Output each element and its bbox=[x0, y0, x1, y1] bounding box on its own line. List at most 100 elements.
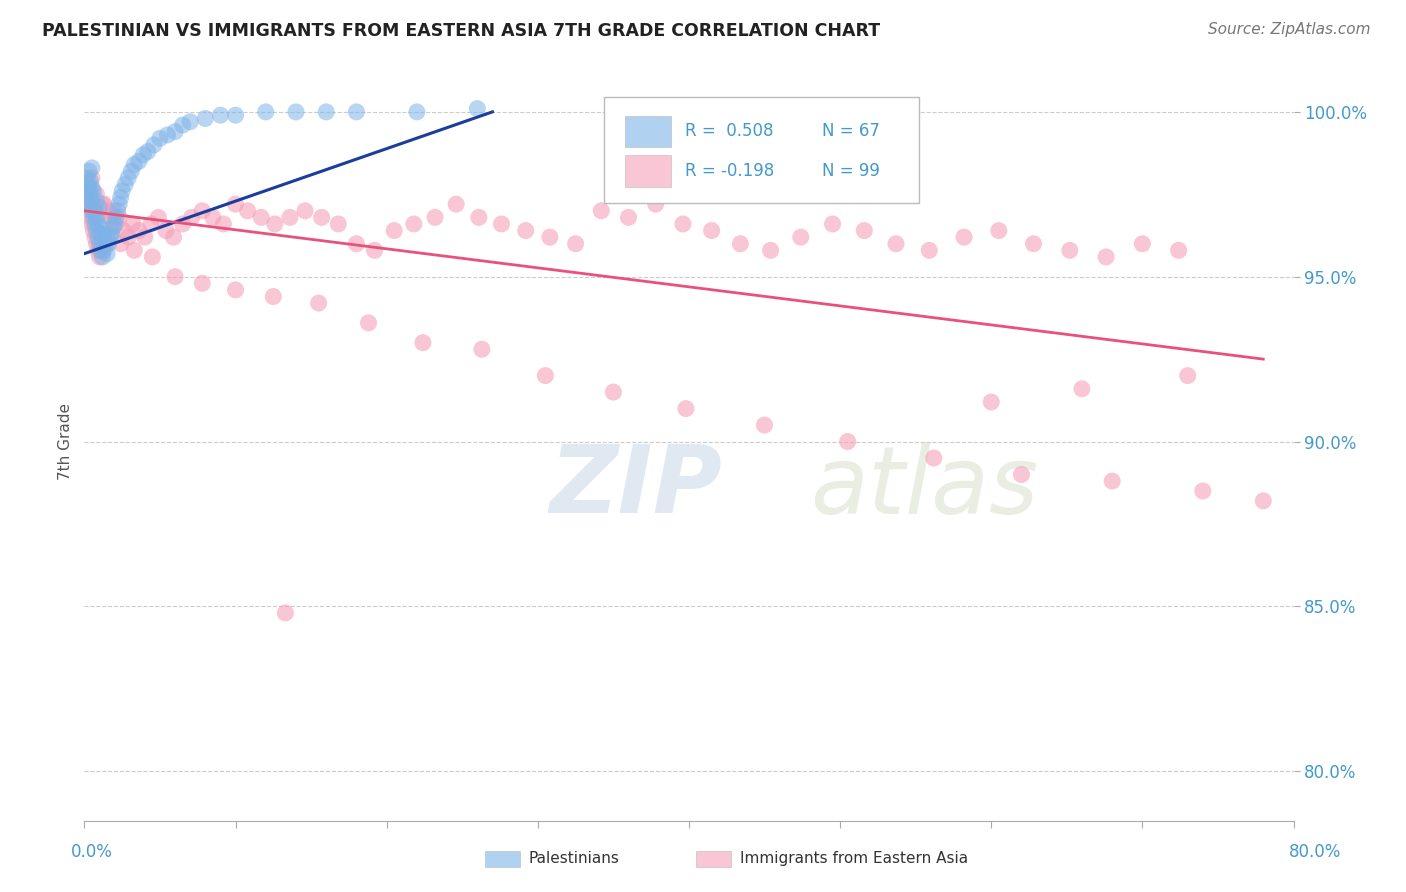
Point bbox=[86, 187, 108, 202]
Point bbox=[132, 147, 155, 161]
Point bbox=[179, 115, 201, 129]
Point bbox=[1095, 250, 1118, 264]
Point bbox=[155, 223, 177, 237]
Point bbox=[98, 211, 121, 225]
Point bbox=[82, 184, 104, 198]
Point bbox=[412, 335, 434, 350]
Point bbox=[84, 203, 107, 218]
Point bbox=[254, 104, 277, 119]
Point bbox=[108, 211, 131, 225]
Point bbox=[82, 211, 104, 225]
Point bbox=[467, 102, 489, 116]
Point bbox=[471, 343, 494, 357]
Text: atlas: atlas bbox=[810, 442, 1038, 533]
Point bbox=[837, 434, 859, 449]
Point bbox=[225, 197, 247, 211]
Point bbox=[90, 227, 112, 241]
Text: R = -0.198: R = -0.198 bbox=[685, 161, 775, 180]
Point bbox=[117, 170, 139, 185]
Point bbox=[191, 203, 214, 218]
Point bbox=[86, 194, 108, 208]
Point bbox=[1011, 467, 1033, 482]
Point bbox=[346, 104, 368, 119]
Point bbox=[86, 236, 108, 251]
Point bbox=[1167, 244, 1189, 258]
Point bbox=[591, 203, 613, 218]
Point bbox=[225, 283, 247, 297]
Point bbox=[172, 217, 194, 231]
Point bbox=[987, 223, 1010, 237]
Point bbox=[148, 211, 170, 225]
Point bbox=[754, 418, 776, 433]
Point bbox=[91, 234, 114, 248]
Point bbox=[250, 211, 273, 225]
Point bbox=[82, 201, 104, 215]
Point bbox=[89, 220, 111, 235]
Point bbox=[515, 223, 537, 237]
Point bbox=[114, 178, 136, 192]
Point bbox=[90, 244, 112, 258]
Point bbox=[79, 187, 101, 202]
Text: PALESTINIAN VS IMMIGRANTS FROM EASTERN ASIA 7TH GRADE CORRELATION CHART: PALESTINIAN VS IMMIGRANTS FROM EASTERN A… bbox=[42, 22, 880, 40]
Point bbox=[79, 211, 101, 225]
Point bbox=[108, 197, 131, 211]
Point bbox=[922, 450, 945, 465]
Point bbox=[87, 217, 110, 231]
Point bbox=[101, 220, 124, 235]
Point bbox=[468, 211, 491, 225]
Point bbox=[491, 217, 513, 231]
Point bbox=[97, 236, 120, 251]
Point bbox=[191, 277, 214, 291]
Point bbox=[90, 236, 112, 251]
Point bbox=[96, 203, 118, 218]
Point bbox=[294, 203, 316, 218]
Point bbox=[77, 203, 100, 218]
Text: Palestinians: Palestinians bbox=[529, 852, 620, 866]
Point bbox=[311, 211, 333, 225]
Point bbox=[76, 178, 98, 192]
Point bbox=[77, 164, 100, 178]
Point bbox=[128, 154, 150, 169]
Point bbox=[538, 230, 561, 244]
Point bbox=[225, 108, 247, 122]
Text: ZIP: ZIP bbox=[550, 441, 723, 533]
Point bbox=[357, 316, 380, 330]
Point bbox=[274, 606, 297, 620]
Point bbox=[1253, 494, 1275, 508]
Point bbox=[162, 230, 184, 244]
Point bbox=[87, 230, 110, 244]
Point bbox=[212, 217, 235, 231]
Point bbox=[790, 230, 813, 244]
Point bbox=[75, 187, 97, 202]
Point bbox=[94, 236, 117, 251]
Point bbox=[91, 197, 114, 211]
Point bbox=[884, 236, 907, 251]
Point bbox=[110, 191, 132, 205]
Point bbox=[96, 246, 118, 260]
Point bbox=[93, 244, 115, 258]
Point bbox=[382, 223, 405, 237]
Point bbox=[77, 180, 100, 194]
Point bbox=[980, 395, 1002, 409]
Point bbox=[79, 197, 101, 211]
Point bbox=[1059, 244, 1081, 258]
Point bbox=[346, 236, 368, 251]
Point bbox=[156, 128, 179, 142]
Point bbox=[534, 368, 557, 383]
Point bbox=[110, 236, 132, 251]
Point bbox=[262, 289, 284, 303]
Point bbox=[105, 217, 128, 231]
Point bbox=[105, 211, 128, 225]
Point bbox=[89, 250, 111, 264]
Point bbox=[139, 217, 162, 231]
Point bbox=[112, 223, 135, 237]
Point bbox=[98, 211, 121, 225]
Point bbox=[672, 217, 695, 231]
Point bbox=[122, 158, 145, 172]
Point bbox=[363, 244, 385, 258]
Point bbox=[117, 230, 139, 244]
Point bbox=[101, 203, 124, 218]
Point bbox=[278, 211, 301, 225]
Text: N = 99: N = 99 bbox=[823, 161, 880, 180]
Point bbox=[1130, 236, 1153, 251]
